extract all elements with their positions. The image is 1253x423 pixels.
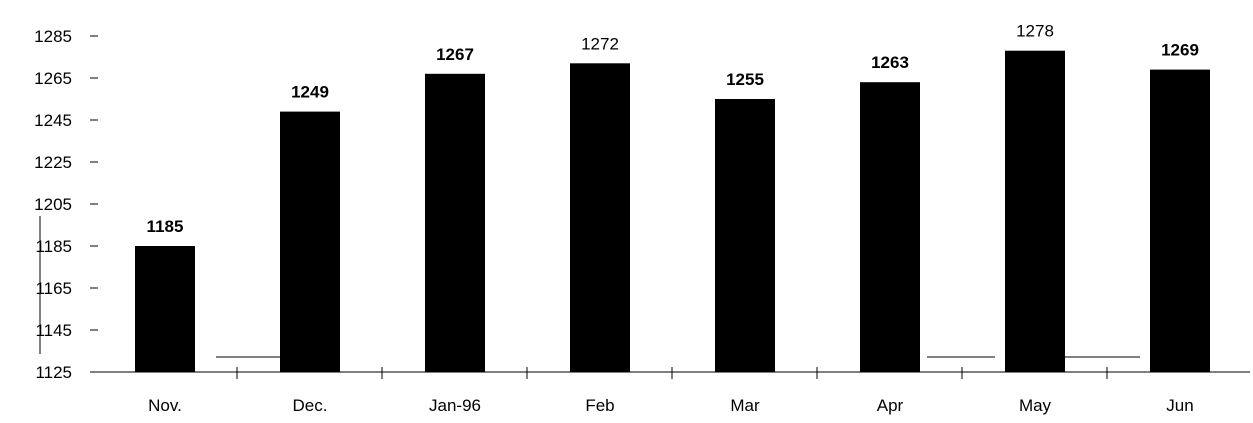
- x-tick-label: Dec.: [293, 396, 328, 415]
- bar-dec: [280, 111, 340, 372]
- bar-may: [1005, 50, 1065, 372]
- x-tick-label: Nov.: [148, 396, 182, 415]
- y-tick-label: 1265: [34, 69, 72, 88]
- data-label: 1269: [1161, 41, 1199, 60]
- x-tick-label: May: [1019, 396, 1052, 415]
- y-tick-label: 1285: [34, 27, 72, 46]
- data-labels: 1185 1249 1267 1272 1255 1263 1278 1269: [147, 22, 1199, 236]
- bar-jan96: [425, 73, 485, 373]
- data-label: 1278: [1016, 22, 1054, 41]
- bar-apr: [860, 82, 920, 372]
- x-tick-label: Feb: [585, 396, 614, 415]
- y-tick-label: 1225: [34, 153, 72, 172]
- bars: [135, 50, 1210, 373]
- x-axis-ticks: Nov. Dec. Jan-96 Feb Mar Apr May Jun: [148, 367, 1194, 415]
- x-tick-label: Jan-96: [429, 396, 481, 415]
- data-label: 1185: [147, 217, 184, 236]
- y-tick-label: 1165: [35, 279, 72, 298]
- x-tick-label: Mar: [730, 396, 760, 415]
- bar-nov: [135, 246, 195, 372]
- bar-mar: [715, 99, 775, 372]
- data-label: 1249: [291, 83, 329, 102]
- axis-decorations: [39, 216, 1140, 358]
- data-label: 1267: [436, 45, 474, 64]
- y-tick-label: 1185: [35, 237, 72, 256]
- y-axis-ticks: 1125 1145 1165 1185 1205 1225 1245 1265 1285: [34, 27, 98, 382]
- bar-jun: [1150, 69, 1210, 372]
- y-tick-label: 1125: [35, 363, 72, 382]
- y-tick-label: 1205: [34, 195, 72, 214]
- y-tick-label: 1245: [34, 111, 72, 130]
- y-tick-label: 1145: [35, 321, 72, 340]
- x-tick-label: Apr: [877, 396, 904, 415]
- bar-feb: [570, 63, 630, 373]
- data-label: 1255: [726, 70, 764, 89]
- data-label: 1263: [871, 53, 909, 72]
- data-label: 1272: [581, 34, 619, 53]
- x-tick-label: Jun: [1166, 396, 1193, 415]
